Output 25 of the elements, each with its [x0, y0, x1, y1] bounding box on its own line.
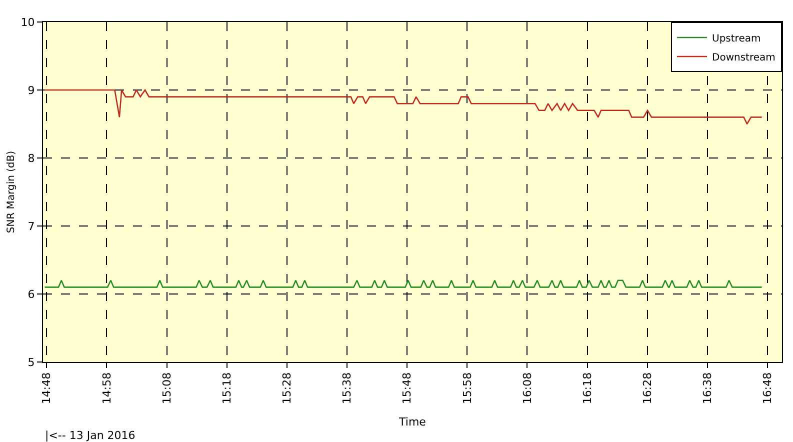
y-tick-label: 5	[28, 356, 35, 369]
x-tick-label: 16:18	[580, 372, 594, 404]
x-tick-label: 15:48	[400, 372, 414, 404]
y-tick-label: 8	[28, 152, 35, 165]
x-tick-label: 14:58	[100, 372, 114, 404]
x-tick-label: 16:28	[641, 372, 654, 404]
y-tick-label: 6	[28, 288, 35, 301]
text: |<-- 13 Jan 2016	[45, 429, 136, 442]
x-tick-label: 14:48	[40, 372, 54, 404]
x-tick-label: 15:08	[160, 372, 174, 404]
legend-label: Upstream	[712, 33, 761, 44]
x-tick-label: 15:38	[340, 372, 354, 404]
y-tick-label: 10	[20, 16, 35, 29]
x-tick-label: 16:48	[761, 372, 774, 404]
x-tick-label: 15:18	[220, 372, 234, 404]
y-tick-label: 9	[28, 84, 35, 97]
x-tick-label: 16:08	[520, 372, 534, 404]
x-tick-label: 16:38	[701, 372, 714, 404]
y-axis-title: SNR Margin (dB)	[6, 150, 17, 234]
y-tick-label: 7	[28, 220, 35, 233]
x-axis-title: Time	[398, 415, 426, 428]
legend-label: Downstream	[712, 52, 776, 64]
line-series	[44, 89, 762, 125]
x-tick-label: 15:28	[280, 372, 294, 404]
x-tick-label: 15:58	[460, 372, 474, 404]
